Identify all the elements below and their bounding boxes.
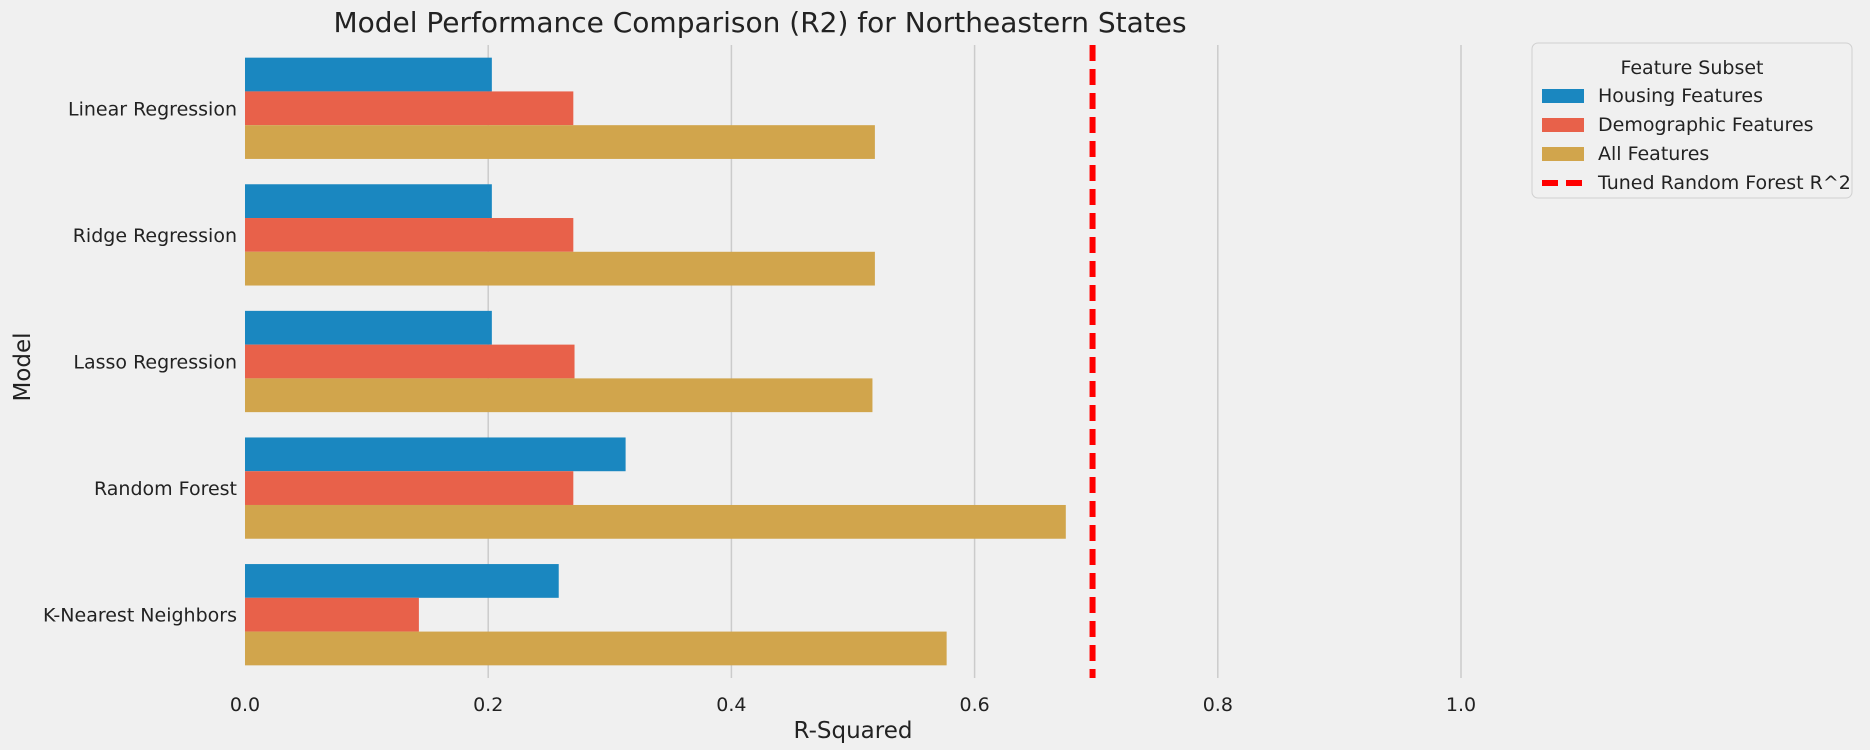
bar xyxy=(245,344,575,379)
legend-swatch xyxy=(1542,147,1584,161)
chart-title: Model Performance Comparison (R2) for No… xyxy=(333,6,1186,39)
y-tick-label: Linear Regression xyxy=(68,98,237,120)
bar xyxy=(245,251,875,286)
legend-label: All Features xyxy=(1598,143,1709,165)
y-tick-label: K-Nearest Neighbors xyxy=(43,605,237,627)
x-tick-label: 0.8 xyxy=(1203,694,1233,716)
bar xyxy=(245,184,492,219)
bar xyxy=(245,631,947,666)
legend-label: Demographic Features xyxy=(1598,114,1814,136)
bar xyxy=(245,125,875,159)
y-tick-label: Lasso Regression xyxy=(73,352,237,374)
y-axis-title: Model xyxy=(10,332,36,401)
x-tick-label: 0.0 xyxy=(230,694,260,716)
x-tick-label: 0.2 xyxy=(473,694,503,716)
x-tick-label: 0.6 xyxy=(959,694,989,716)
bar xyxy=(245,504,1066,539)
legend-label: Housing Features xyxy=(1598,85,1763,107)
y-tick-label: Ridge Regression xyxy=(73,225,237,247)
legend: Feature Subset Housing Features Demographi… xyxy=(1531,42,1853,199)
legend-swatch xyxy=(1542,89,1584,103)
bar xyxy=(245,91,574,126)
axis-layer: 0.0 0.2 0.4 0.6 0.8 1.0 Linear Regression Ridge… xyxy=(43,98,1476,716)
bar xyxy=(245,378,873,413)
bar xyxy=(245,471,574,505)
bar xyxy=(245,564,559,598)
legend-title: Feature Subset xyxy=(1620,57,1763,79)
legend-label: Tuned Random Forest R^2 xyxy=(1597,172,1851,194)
bar xyxy=(245,218,574,252)
x-axis-title: R-Squared xyxy=(794,718,913,744)
bar xyxy=(245,310,492,345)
bar xyxy=(245,57,492,92)
bars-layer xyxy=(245,57,1066,666)
legend-frame xyxy=(1531,42,1853,199)
legend-swatch xyxy=(1542,118,1584,132)
x-tick-label: 0.4 xyxy=(716,694,746,716)
y-tick-label: Random Forest xyxy=(94,478,237,500)
x-tick-label: 1.0 xyxy=(1446,694,1476,716)
bar xyxy=(245,597,419,632)
bar xyxy=(245,437,626,472)
